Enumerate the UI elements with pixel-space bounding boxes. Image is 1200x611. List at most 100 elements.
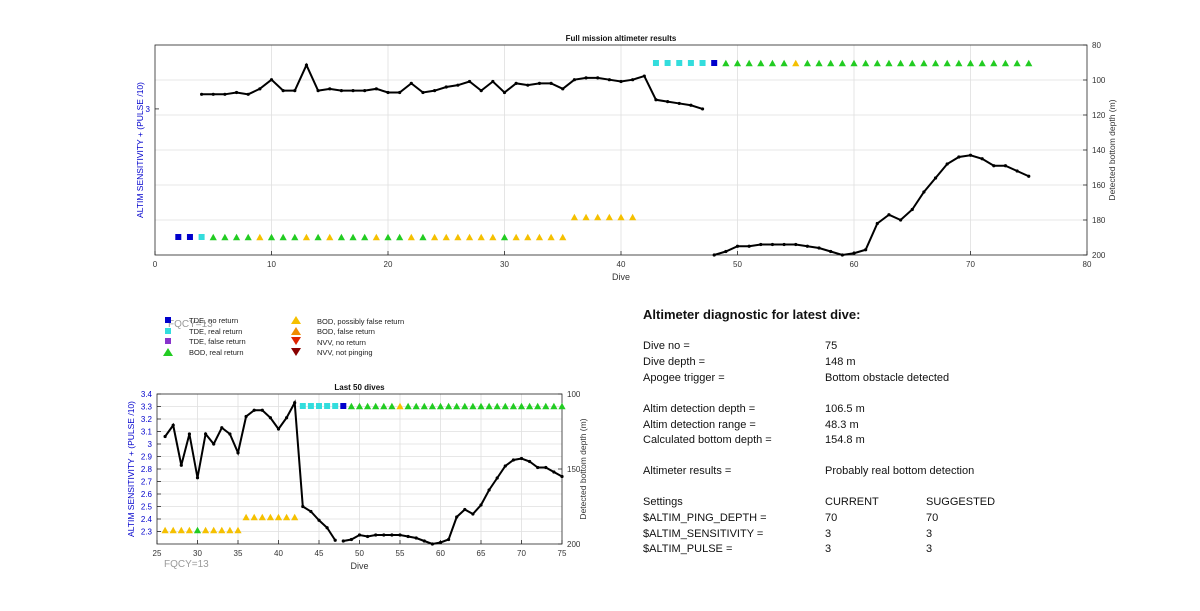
x-tick-label: 65 [477, 549, 486, 558]
y-right-tick-label: 200 [567, 540, 581, 549]
marker-bod-real-return [509, 402, 517, 410]
marker-tde-real-return [198, 234, 205, 240]
marker-bod-real-return [428, 402, 436, 410]
series-point [463, 507, 467, 512]
marker-bod-real-return [862, 59, 870, 67]
marker-bod-real-return [267, 233, 276, 241]
series-point [491, 79, 495, 84]
series-point [852, 251, 856, 255]
marker-bod-real-return [361, 233, 369, 241]
x-tick-label: 55 [396, 549, 405, 558]
series-point [244, 414, 248, 419]
calculated-bottom-depth-label: Calculated bottom depth = [643, 434, 772, 446]
series-point [544, 465, 548, 470]
marker-tde-real-return [652, 60, 659, 66]
series-point [495, 476, 499, 480]
altim-detection-range-value: 48.3 m [825, 419, 859, 431]
series-point [398, 533, 402, 537]
legend-label: TDE, real return [189, 326, 243, 336]
marker-bod-real-return [349, 233, 357, 241]
legend-item: BOD, possibly false return [289, 316, 404, 326]
x-tick-label: 75 [558, 549, 567, 558]
setting-name: $ALTIM_PULSE = [643, 543, 733, 555]
series-point [817, 246, 821, 250]
series-point [228, 432, 232, 436]
legend-label: TDE, false return [189, 337, 246, 346]
marker-bod-possibly-false-return [629, 213, 637, 221]
marker-bod-real-return [493, 402, 501, 410]
marker-bod-real-return [209, 233, 217, 241]
series-point [511, 458, 515, 462]
marker-bod-real-return [745, 59, 753, 67]
marker-bod-real-return [232, 233, 241, 241]
marker-bod-real-return [1013, 59, 1021, 67]
series-point [187, 432, 191, 436]
series-point [642, 74, 646, 78]
series-point [560, 474, 564, 479]
marker-bod-real-return [445, 402, 453, 410]
marker-bod-possibly-false-return [283, 513, 291, 521]
y-right-tick-label: 120 [1092, 111, 1106, 120]
series-point [528, 459, 532, 464]
marker-bod-possibly-false-return [792, 59, 800, 67]
legend-marker-triangle-down [289, 337, 303, 347]
series-point [747, 244, 751, 248]
dive-no-value: 75 [825, 340, 838, 352]
y-left-tick-label: 2.9 [141, 453, 153, 462]
marker-bod-possibly-false-return [605, 213, 613, 221]
series-point [422, 539, 426, 543]
marker-bod-real-return [943, 59, 951, 67]
marker-tde-real-return [687, 60, 694, 66]
dive-depth-label: Dive depth = [643, 356, 706, 368]
series-point [596, 76, 600, 80]
y-left-axis-label: ALTIM SENSITIVITY + (PULSE /10) [126, 401, 136, 537]
series-point [945, 162, 949, 166]
series-point [212, 442, 216, 446]
marker-bod-possibly-false-return [169, 526, 177, 534]
marker-bod-possibly-false-return [258, 513, 266, 521]
legend-label: BOD, false return [317, 327, 375, 336]
series-point [829, 249, 833, 254]
series-point [654, 98, 658, 102]
marker-bod-real-return [768, 59, 777, 67]
series-point [552, 470, 556, 474]
series-point [805, 244, 810, 248]
x-axis-label: Dive [350, 561, 368, 571]
y-right-tick-label: 200 [1092, 251, 1106, 260]
marker-bod-possibly-false-return [161, 526, 169, 534]
y-right-tick-label: 100 [1092, 76, 1106, 85]
y-left-tick-label: 2.7 [141, 478, 153, 487]
setting-suggested: 3 [926, 543, 933, 555]
series-point [268, 416, 272, 420]
marker-bod-real-return [453, 402, 461, 410]
series-point [382, 533, 386, 537]
series-point [316, 89, 320, 93]
series-point [677, 101, 681, 106]
marker-bod-possibly-false-return [274, 513, 283, 521]
marker-bod-real-return [978, 59, 986, 67]
legend-marker-triangle-up [161, 347, 175, 358]
series-point [386, 90, 390, 95]
series-point [968, 153, 973, 157]
x-tick-label: 30 [193, 549, 202, 558]
chart-title: Last 50 dives [334, 383, 385, 392]
marker-bod-real-return [873, 59, 881, 67]
marker-bod-possibly-false-return [465, 233, 474, 241]
marker-bod-possibly-false-return [210, 526, 218, 534]
y-left-tick-label: 3.4 [141, 390, 153, 399]
series-line-1 [164, 399, 337, 541]
series-point [619, 79, 623, 84]
series-point [374, 87, 378, 91]
y-left-tick-label: 3 [148, 440, 153, 449]
x-tick-label: 40 [274, 549, 283, 558]
legend-item: TDE, real return [161, 327, 242, 336]
legend-marker-square [161, 316, 175, 325]
legend-item: BOD, real return [161, 347, 244, 358]
legend-label: TDE, no return [189, 316, 239, 325]
y-left-tick-label: 2.6 [141, 490, 153, 499]
setting-name: $ALTIM_SENSITIVITY = [643, 528, 764, 540]
series-point [317, 518, 321, 522]
series-point [770, 242, 775, 247]
series-point [479, 89, 483, 93]
series-point [666, 100, 670, 104]
